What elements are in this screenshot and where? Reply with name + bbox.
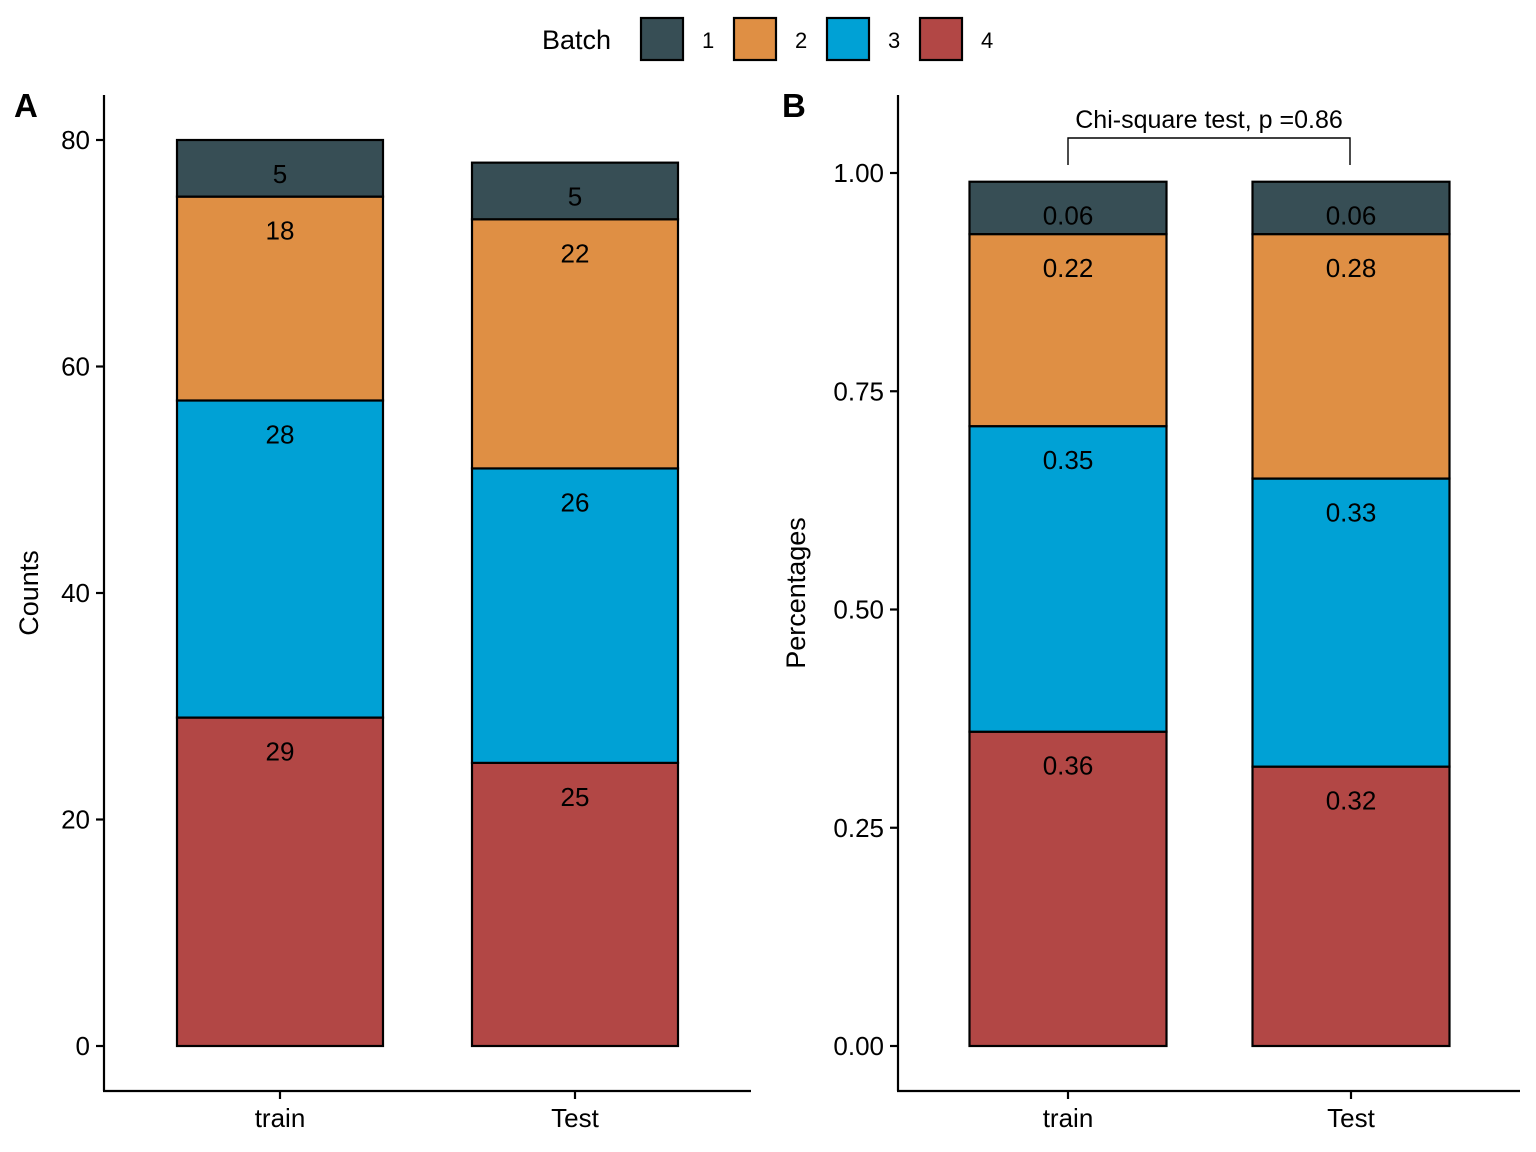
panel-a-bar-label-train-batch-2: 18	[266, 216, 295, 246]
panel-b-y-tick-label: 1.00	[833, 158, 884, 188]
panel-a-bar-train-batch-2	[175, 195, 385, 402]
panel-a-bar-label-test-batch-4: 25	[561, 782, 590, 812]
panel-b-bar-test-batch-1	[1251, 180, 1451, 236]
panel-a-bar-label-test-batch-3: 26	[561, 487, 590, 517]
panel-a-y-axis-title: Counts	[14, 550, 44, 636]
panel-b-bar-train-batch-3	[968, 425, 1168, 733]
panel-b-y-axis-title: Percentages	[781, 517, 811, 669]
panel-b-x-tick-label-test: Test	[1327, 1103, 1375, 1133]
legend-label-batch-1: 1	[702, 28, 714, 53]
panel-b-y-tick-label: 0.00	[833, 1031, 884, 1061]
legend-key-batch-3	[825, 16, 871, 62]
panel-b-bar-train-batch-4	[968, 730, 1168, 1048]
panel-a-bar-label-train-batch-4: 29	[266, 737, 295, 767]
panel-a-bar-train-batch-3	[175, 399, 385, 719]
significance-bracket	[1067, 137, 1351, 165]
legend-label-batch-2: 2	[795, 28, 807, 53]
panel-b-bar-label-train-batch-4: 0.36	[1043, 751, 1094, 781]
panel-a: A Counts 0 20 40 60 80 train Test 29 28 18 5 25 26 22…	[14, 87, 751, 1133]
panel-a-x-tick-label-train: train	[255, 1103, 306, 1133]
panel-b-bar-train-batch-2	[968, 233, 1168, 428]
legend: Batch 1 2 3 4	[542, 16, 993, 62]
panel-a-x-tick-label-test: Test	[551, 1103, 599, 1133]
panel-b-bar-label-test-batch-4: 0.32	[1326, 786, 1377, 816]
legend-key-batch-4	[918, 16, 964, 62]
panel-b-bar-label-train-batch-3: 0.35	[1043, 445, 1094, 475]
panel-a-y-tick-label: 80	[61, 125, 90, 155]
panel-a-bar-label-test-batch-2: 22	[561, 238, 590, 268]
panel-a-y-tick-label: 20	[61, 805, 90, 835]
panel-b-y-tick-label: 0.25	[833, 813, 884, 843]
panel-a-y-tick-label: 60	[61, 352, 90, 382]
panel-b-bar-label-train-batch-1: 0.06	[1043, 201, 1094, 231]
legend-key-batch-1	[639, 16, 685, 62]
legend-label-batch-4: 4	[981, 28, 993, 53]
panel-b-bar-label-test-batch-1: 0.06	[1326, 201, 1377, 231]
panel-b-y-tick-label: 0.50	[833, 595, 884, 625]
panel-a-bar-test-batch-1	[470, 161, 680, 221]
panel-a-y-tick-label: 0	[76, 1031, 90, 1061]
panel-b-y-tick-label: 0.75	[833, 376, 884, 406]
panel-a-bar-test-batch-2	[470, 218, 680, 470]
panel-b: B Percentages 0.00 0.25 0.50 0.75 1.00 train T…	[781, 87, 1520, 1133]
panel-a-bar-test-batch-4	[470, 761, 680, 1048]
panel-b-tag: B	[782, 87, 806, 124]
panel-a-bar-train-batch-1	[175, 138, 385, 198]
legend-title: Batch	[542, 25, 611, 55]
panel-a-bar-label-test-batch-1: 5	[568, 182, 582, 212]
panel-a-bar-train-batch-4	[175, 716, 385, 1048]
panel-b-bar-label-test-batch-3: 0.33	[1326, 498, 1377, 528]
panel-a-tag: A	[14, 87, 38, 124]
panel-b-x-tick-label-train: train	[1043, 1103, 1094, 1133]
legend-key-batch-2	[732, 16, 778, 62]
panel-b-bar-train-batch-1	[968, 180, 1168, 236]
panel-b-bar-label-test-batch-2: 0.28	[1326, 253, 1377, 283]
panel-a-y-tick-label: 40	[61, 578, 90, 608]
legend-label-batch-3: 3	[888, 28, 900, 53]
panel-b-bar-test-batch-3	[1251, 477, 1451, 768]
panel-b-bar-test-batch-4	[1251, 765, 1451, 1048]
panel-b-bar-label-train-batch-2: 0.22	[1043, 253, 1094, 283]
chi-square-annotation: Chi-square test, p =0.86	[1075, 106, 1343, 134]
panel-a-bar-label-train-batch-1: 5	[273, 159, 287, 189]
panel-b-bar-test-batch-2	[1251, 233, 1451, 480]
panel-a-bar-test-batch-3	[470, 467, 680, 764]
panel-a-bar-label-train-batch-3: 28	[266, 419, 295, 449]
